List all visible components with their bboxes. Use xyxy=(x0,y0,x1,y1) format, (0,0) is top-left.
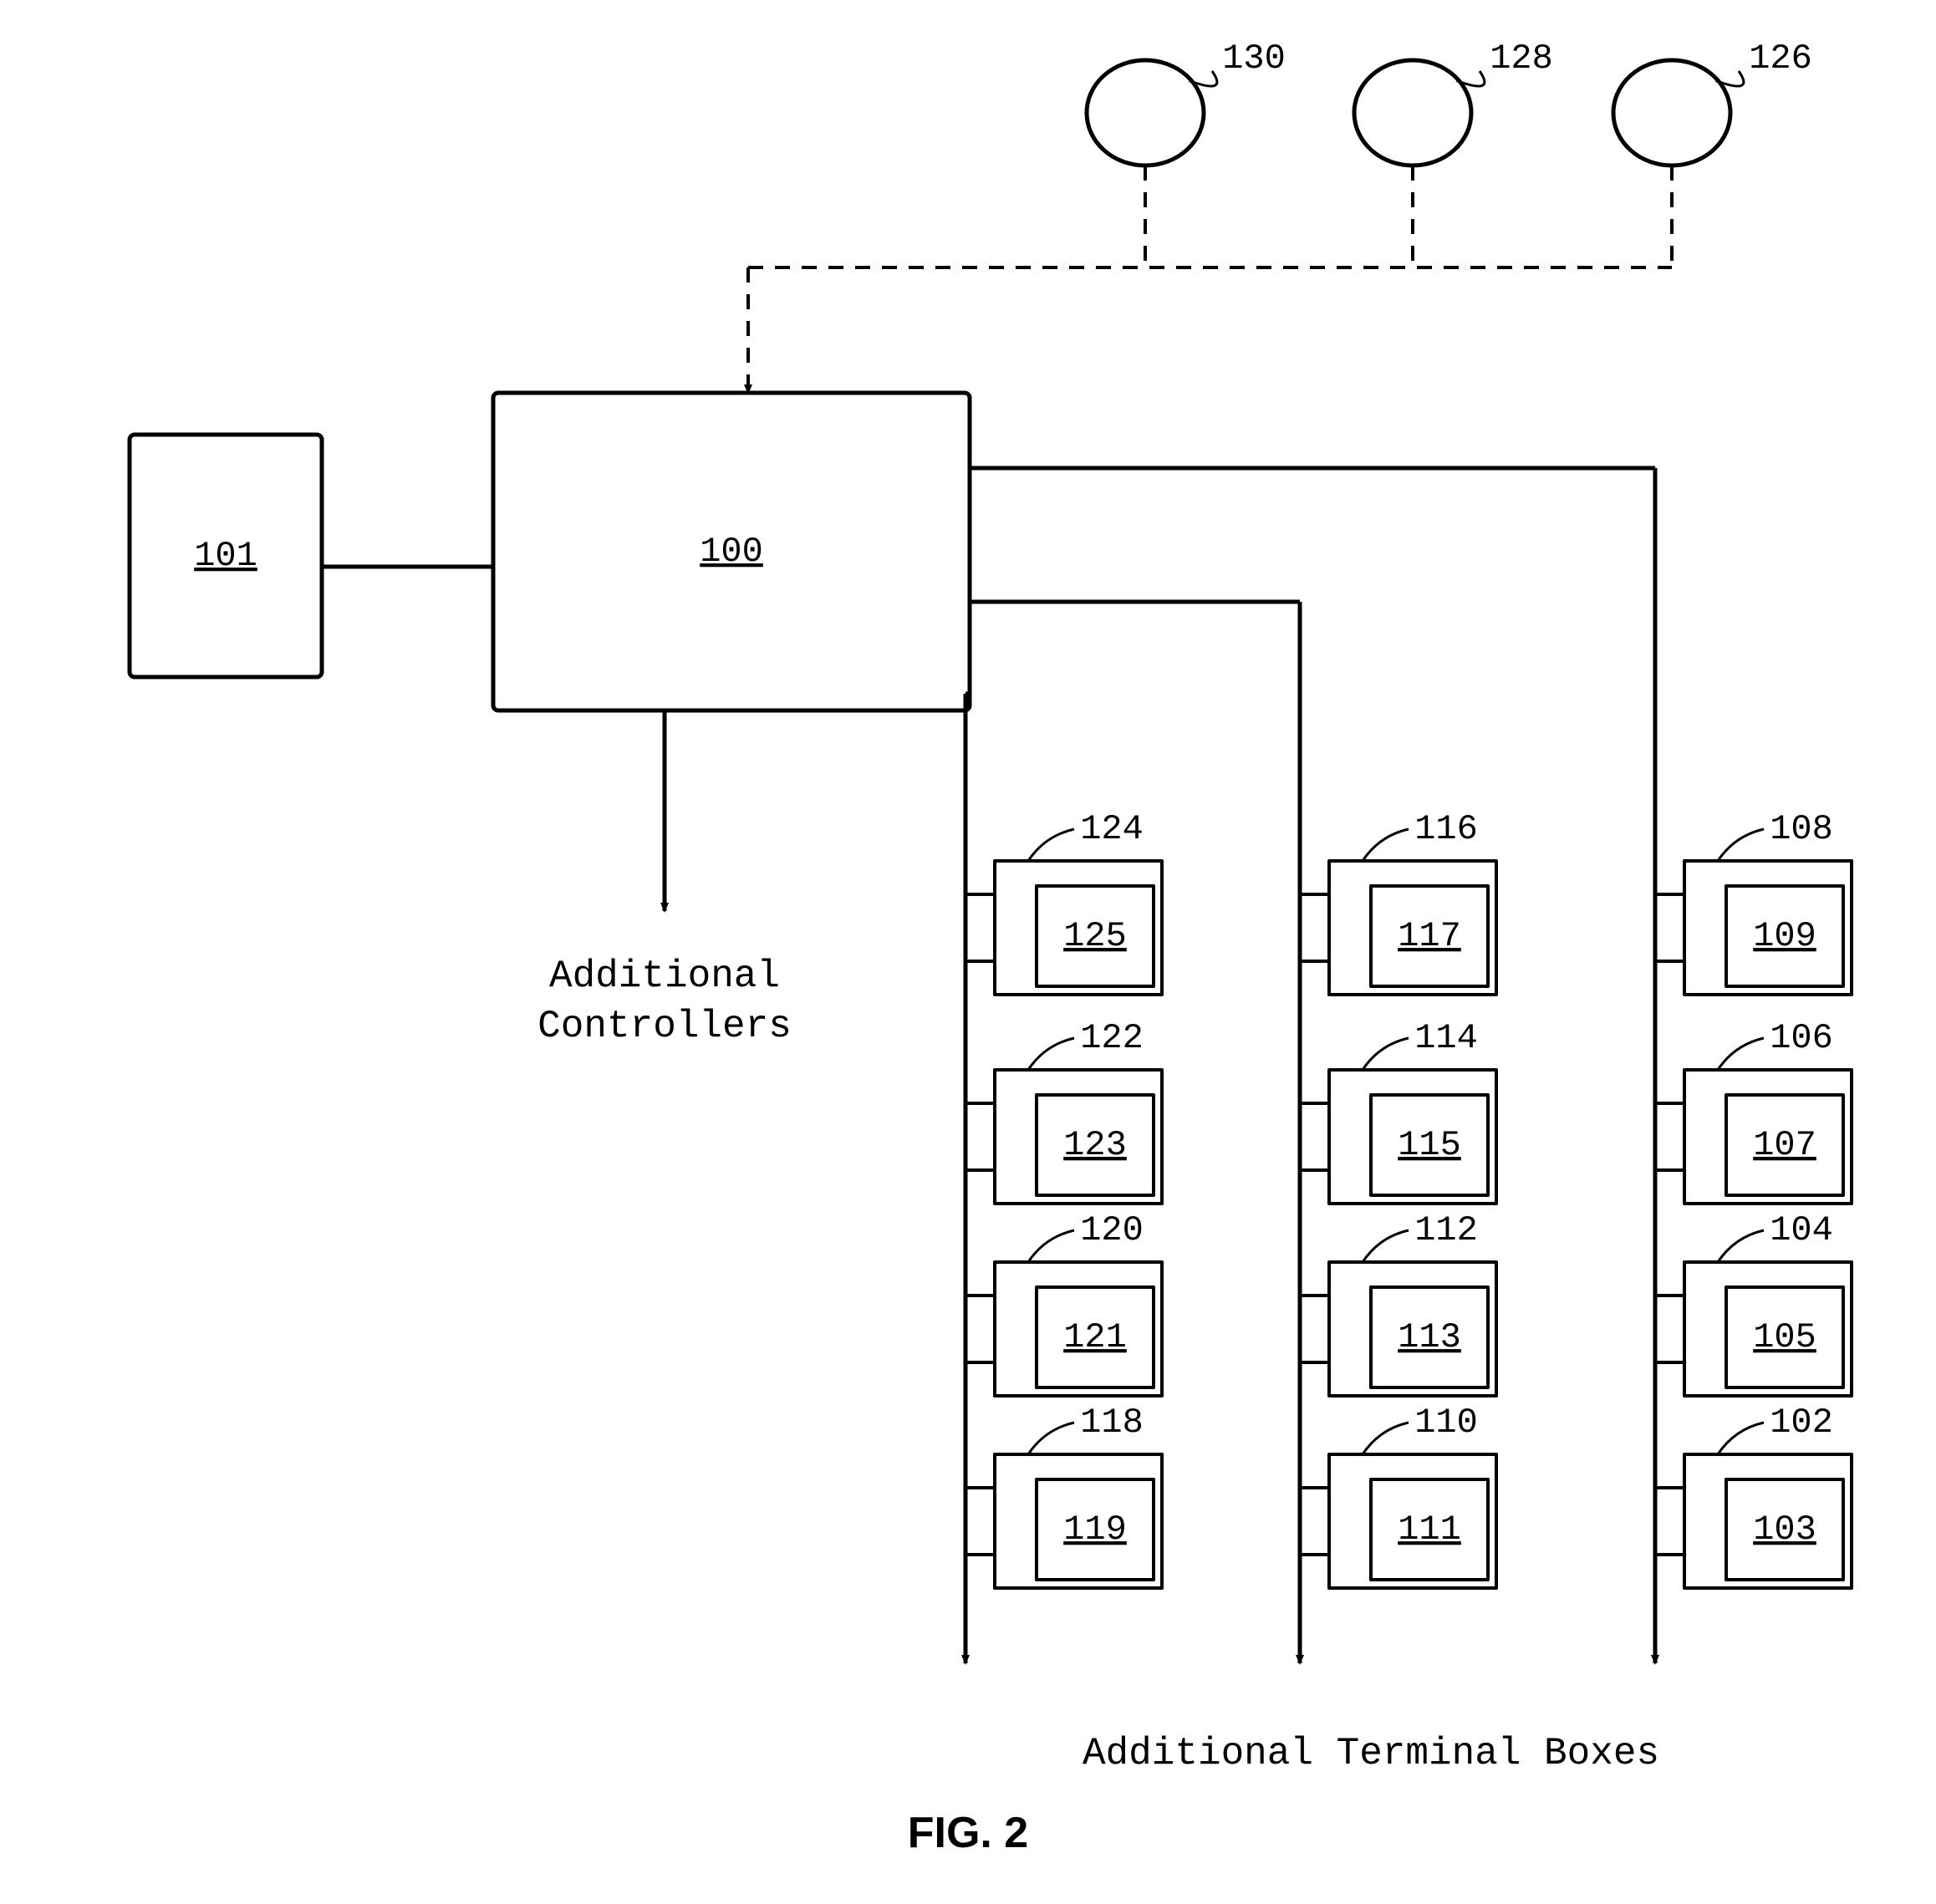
terminal-leader-label: 114 xyxy=(1414,1018,1478,1058)
leader-line xyxy=(1363,1038,1409,1070)
leader-line xyxy=(1363,1230,1409,1262)
terminal-leader-label: 110 xyxy=(1414,1403,1478,1443)
terminal-leader-label: 112 xyxy=(1414,1210,1478,1250)
leader-line xyxy=(1718,829,1764,861)
leader-label: 126 xyxy=(1749,38,1812,79)
leader-line xyxy=(1363,1423,1409,1454)
terminal-inner-label: 109 xyxy=(1753,916,1816,956)
caption-additional-terminal-boxes: Additional Terminal Boxes xyxy=(1083,1732,1659,1775)
figure-label: FIG. 2 xyxy=(908,1809,1028,1857)
leader-line xyxy=(1028,1038,1074,1070)
leader-line xyxy=(1363,829,1409,861)
terminal-leader-label: 116 xyxy=(1414,809,1478,849)
terminal-inner-label: 105 xyxy=(1753,1317,1816,1357)
terminal-inner-label: 123 xyxy=(1063,1125,1127,1165)
sensor-circle xyxy=(1613,60,1730,165)
sensor-circle xyxy=(1087,60,1204,165)
terminal-leader-label: 106 xyxy=(1770,1018,1833,1058)
terminal-inner-label: 113 xyxy=(1398,1317,1461,1357)
leader-line xyxy=(1028,829,1074,861)
caption-additional-controllers: Controllers xyxy=(537,1005,792,1048)
leader-label: 130 xyxy=(1222,38,1286,79)
terminal-leader-label: 120 xyxy=(1080,1210,1144,1250)
sensor-circle xyxy=(1354,60,1471,165)
leader-line xyxy=(1028,1423,1074,1454)
controller-label: 100 xyxy=(700,532,763,572)
terminal-inner-label: 115 xyxy=(1398,1125,1461,1165)
terminal-inner-label: 117 xyxy=(1398,916,1461,956)
terminal-inner-label: 119 xyxy=(1063,1509,1127,1550)
terminal-leader-label: 118 xyxy=(1080,1403,1144,1443)
caption-additional-controllers: Additional xyxy=(549,955,780,998)
terminal-leader-label: 102 xyxy=(1770,1403,1833,1443)
terminal-inner-label: 103 xyxy=(1753,1509,1816,1550)
leader-line xyxy=(1718,1038,1764,1070)
terminal-inner-label: 111 xyxy=(1398,1509,1461,1550)
terminal-leader-label: 124 xyxy=(1080,809,1144,849)
terminal-inner-label: 125 xyxy=(1063,916,1127,956)
terminal-leader-label: 122 xyxy=(1080,1018,1144,1058)
leader-line xyxy=(1028,1230,1074,1262)
terminal-leader-label: 108 xyxy=(1770,809,1833,849)
leader-line xyxy=(1718,1423,1764,1454)
controller-label: 101 xyxy=(194,536,257,576)
terminal-inner-label: 121 xyxy=(1063,1317,1127,1357)
terminal-leader-label: 104 xyxy=(1770,1210,1833,1250)
leader-line xyxy=(1718,1230,1764,1262)
leader-label: 128 xyxy=(1490,38,1553,79)
terminal-inner-label: 107 xyxy=(1753,1125,1816,1165)
